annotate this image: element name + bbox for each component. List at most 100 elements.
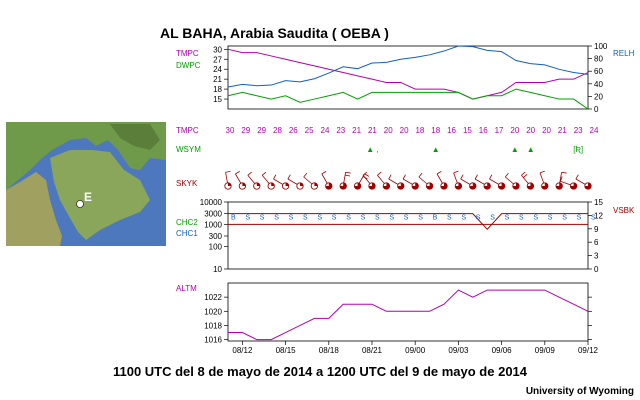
x-tick-label: 08/15	[276, 346, 297, 355]
right-tick-label: 15	[594, 198, 603, 207]
cloud-code: B	[231, 215, 236, 222]
sky-cover-fill	[498, 182, 505, 190]
cloud-code: S	[548, 215, 553, 222]
station-map: E	[6, 122, 166, 246]
series-ceiling-line	[228, 213, 588, 231]
tmpc-value: 18	[415, 126, 424, 135]
wind-barb	[377, 171, 382, 176]
sky-cover-fill	[285, 182, 289, 186]
wind-barb	[388, 174, 392, 180]
left-tick-label: 100	[209, 243, 223, 252]
wind-barb	[575, 174, 579, 180]
tmpc-value: 21	[352, 126, 361, 135]
cloud-code: S	[289, 215, 294, 222]
ceiling-panel-frame	[227, 201, 589, 270]
cloud-code: S	[577, 215, 582, 222]
sky-cover-fill	[325, 182, 332, 190]
sky-cover-fill	[412, 182, 419, 190]
cloud-code: S	[533, 215, 538, 222]
cloud-code: S	[461, 215, 466, 222]
sky-cover-fill	[300, 182, 304, 186]
relh-legend-label: RELH	[613, 49, 635, 58]
x-tick-label: 08/21	[362, 346, 383, 355]
wind-barb	[321, 171, 327, 175]
right-tick-label: 0	[594, 265, 599, 274]
tmpc-value: 24	[321, 126, 330, 135]
cloud-code: S	[490, 215, 495, 222]
cloud-code: S	[361, 215, 366, 222]
cloud-code: S	[418, 215, 423, 222]
left-tick-label: 27	[213, 55, 222, 64]
tmpc-value: 20	[384, 126, 393, 135]
sky-cover-fill	[228, 182, 232, 186]
cloud-code: S	[562, 215, 567, 222]
sky-cover-fill	[484, 182, 491, 190]
altm-tick-label: 1020	[204, 307, 222, 316]
wind-barb	[273, 174, 277, 180]
left-tick-label: 10000	[200, 198, 223, 207]
sky-cover-fill	[271, 182, 275, 186]
sky-cover-fill	[556, 182, 563, 190]
sky-cover-fill	[570, 182, 577, 190]
sky-cover-fill	[426, 182, 433, 190]
sky-cover-fill	[383, 182, 390, 190]
tmpc-value: 16	[447, 126, 456, 135]
map-iran-highlands	[110, 124, 160, 150]
cloud-code: S	[505, 215, 510, 222]
wind-barb	[247, 171, 252, 176]
cloud-code: S	[375, 215, 380, 222]
left-tick-label: 1000	[204, 220, 222, 229]
right-tick-label: 12	[594, 211, 603, 220]
chart-title: AL BAHA, Arabia Saudita ( OEBA )	[160, 25, 389, 41]
tmpc-value: 20	[510, 126, 519, 135]
tmpc-value: 30	[226, 126, 235, 135]
sky-cover-fill	[340, 182, 347, 190]
skyk-row-label: SKYK	[176, 179, 198, 188]
tmpc-value: 21	[558, 126, 567, 135]
credit-text: University of Wyoming	[526, 386, 634, 397]
right-tick-label: 100	[594, 42, 608, 51]
wind-barb	[489, 174, 493, 180]
altm-tick-label: 1022	[204, 293, 222, 302]
temp-panel-frame	[227, 45, 589, 110]
wind-barb	[436, 171, 442, 175]
cloud-code: S	[303, 215, 308, 222]
x-tick-label: 08/18	[319, 346, 340, 355]
tmpc-value: 26	[289, 126, 298, 135]
tmpc-value: 20	[400, 126, 409, 135]
chc1-label: CHC1	[176, 229, 198, 238]
series-dwpc-line	[227, 88, 589, 110]
right-tick-label: 3	[594, 252, 599, 261]
sky-cover-fill	[314, 182, 318, 186]
sky-cover-fill	[512, 182, 520, 190]
sky-cover-fill	[455, 182, 462, 190]
wind-barb	[402, 174, 406, 180]
chart-subtitle: 1100 UTC del 8 de mayo de 2014 a 1200 UT…	[113, 364, 528, 379]
x-tick-label: 09/12	[578, 346, 599, 355]
left-tick-label: 15	[213, 95, 222, 104]
x-tick-label: 09/09	[535, 346, 556, 355]
left-tick-label: 21	[213, 75, 222, 84]
station-marker-label: E	[84, 190, 92, 204]
wind-barb	[364, 173, 370, 177]
sky-cover-fill	[440, 182, 448, 190]
tmpc-value: 16	[479, 126, 488, 135]
cloud-code: B	[433, 215, 438, 222]
right-tick-label: 9	[594, 225, 599, 234]
altm-label: ALTM	[176, 284, 197, 293]
weather-symbol: [Ʀ]	[573, 145, 583, 154]
weather-symbol: ▲	[511, 145, 519, 154]
sky-cover-fill	[527, 182, 534, 190]
sky-cover-fill	[469, 182, 476, 190]
wind-barb	[460, 174, 464, 180]
right-tick-label: 20	[594, 92, 603, 101]
sky-cover-fill	[242, 182, 246, 186]
wind-barb	[225, 170, 231, 173]
wind-barb	[523, 174, 528, 178]
x-tick-label: 09/00	[405, 346, 426, 355]
cloud-code: S	[591, 215, 596, 222]
tmpc-value: 25	[305, 126, 314, 135]
tmpc-value: 17	[495, 126, 504, 135]
cloud-code: S	[317, 215, 322, 222]
